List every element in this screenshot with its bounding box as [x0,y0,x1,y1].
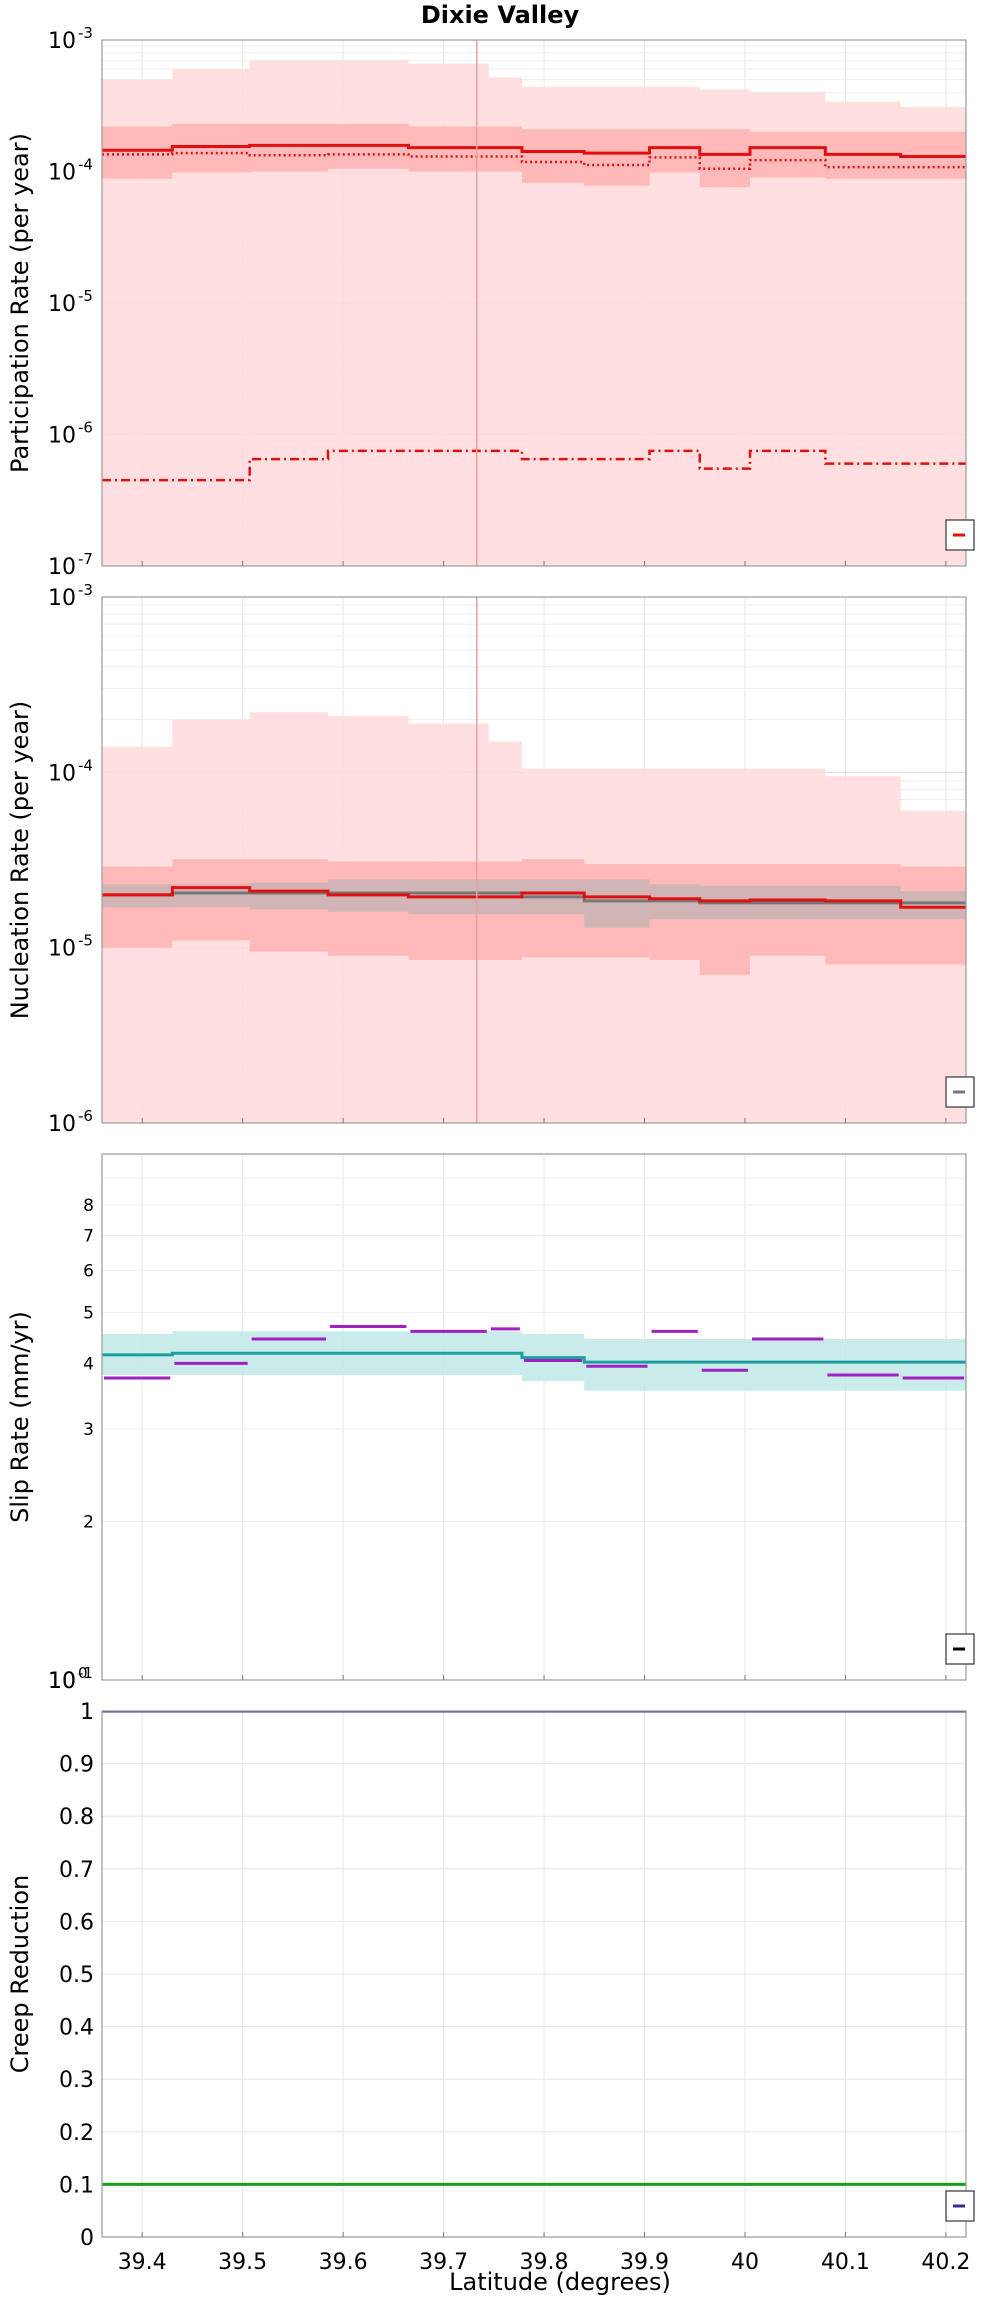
y-tick-label: 0.2 [59,2121,94,2146]
y-axis-label-participation: Participation Rate (per year) [6,133,34,473]
y-tick-label: 0 [80,2226,94,2251]
y-minor-tick-label: 2 [83,1513,94,1533]
legend-box [945,1633,975,1665]
panel-creep-reduction: 39.4 39.5 39.6 39.7 39.8 39.9 40 40.1 40.2 0 0.1 0.… [6,1700,975,2275]
y-tick-label: 0.9 [59,1753,94,1778]
y-tick-label: 0.1 [59,2173,94,2198]
x-tick-label: 39.9 [620,2250,669,2275]
y-tick-exponent: -7 [78,550,93,568]
y-tick-exponent: -4 [78,156,93,174]
y-tick-exponent: -5 [78,287,93,305]
x-tick-label: 39.6 [319,2250,368,2275]
x-tick-label: 39.5 [218,2250,267,2275]
y-tick-label: 10 [48,292,76,317]
series-line-solid [102,886,966,909]
y-minor-tick-label: 4 [83,1354,94,1374]
y-tick-label: 0.3 [59,2068,94,2093]
y-axis-label-nucleation: Nucleation Rate (per year) [6,701,34,1020]
y-minor-tick-label: 7 [83,1226,94,1246]
y-tick-exponent: -6 [78,1107,93,1125]
y-tick-exponent: -5 [78,932,93,950]
y-tick-label: 10 [48,161,76,186]
y-tick-exponent: 0 [78,1664,88,1682]
y-tick-label: 10 [48,586,76,611]
y-tick-label: 0.7 [59,1858,94,1883]
y-tick-label: 0.6 [59,1910,94,1935]
y-tick-label: 1 [80,1700,94,1725]
y-axis-label-slip-rate: Slip Rate (mm/yr) [6,1311,34,1523]
series-line-dashdot [102,449,966,482]
y-tick-label: 10 [48,937,76,962]
y-tick-exponent: -1 [78,1664,93,1682]
series-group [102,40,966,566]
y-minor-tick-label: 5 [83,1303,94,1323]
chart-title: Dixie Valley [421,1,580,29]
series-line-solid [102,143,966,159]
plot-frame [101,39,967,567]
y-tick-label: 10 [48,761,76,786]
series-group [102,1711,966,2186]
plot-frame [101,1710,967,2238]
y-tick-label: 10 [48,1669,76,1694]
plot-area [102,1154,966,1680]
x-tick-label: 39.8 [520,2250,569,2275]
y-minor-tick-label: 3 [83,1420,94,1440]
series-group [102,597,966,1123]
legend-box [945,519,975,551]
x-axis-label: Latitude (degrees) [449,2268,671,2296]
legend-box [945,1076,975,1108]
y-axis-label-creep-reduction: Creep Reduction [6,1875,34,2073]
y-tick-exponent: -4 [78,756,93,774]
series-line-solid [102,891,966,905]
y-tick-label: 10 [48,424,76,449]
y-tick-label: 0.8 [59,1805,94,1830]
y-tick-label: 10 [48,555,76,580]
y-tick-label: 10 [48,29,76,54]
series-line-dotted [102,151,966,170]
y-minor-tick-label: 8 [83,1196,94,1216]
x-tick-label: 40.2 [921,2250,970,2275]
legend-frame [945,1076,975,1108]
legend-box [945,2190,975,2222]
y-tick-label: 0.5 [59,1963,94,1988]
x-tick-label: 40 [731,2250,759,2275]
y-tick-exponent: -3 [78,581,93,599]
y-tick-label: 10 [48,1669,76,1694]
y-tick-label: 0.4 [59,2016,94,2041]
x-tick-label: 39.7 [419,2250,468,2275]
y-tick-label: 10 [48,1112,76,1137]
uncertainty-band [102,123,966,188]
x-tick-label: 39.4 [118,2250,167,2275]
plot-frame [101,596,967,1124]
y-tick-exponent: -6 [78,419,93,437]
plot-frame [101,1153,967,1681]
series-group [102,1324,966,1391]
y-minor-tick-label: 6 [83,1262,94,1282]
series-line-solid [102,1351,966,1364]
y-tick-exponent: -3 [78,24,93,42]
x-tick-label: 40.1 [821,2250,870,2275]
